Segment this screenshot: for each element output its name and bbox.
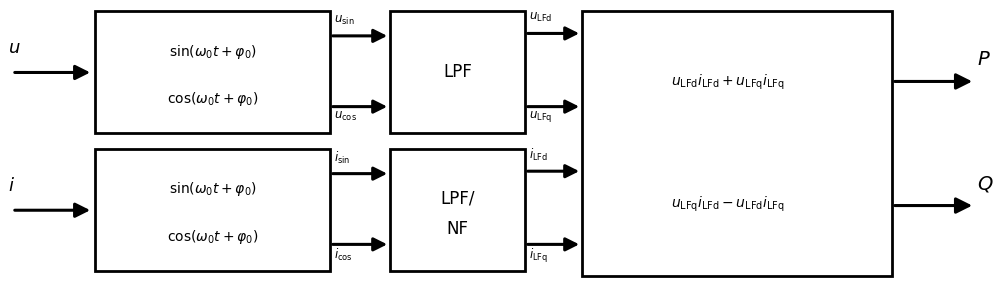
Bar <box>390 149 525 271</box>
Bar <box>390 11 525 133</box>
Text: $i_{\mathrm{cos}}$: $i_{\mathrm{cos}}$ <box>334 247 353 263</box>
Text: $\sin(\omega_0 t+\varphi_0)$: $\sin(\omega_0 t+\varphi_0)$ <box>169 43 256 61</box>
Text: $\cos(\omega_0 t+\varphi_0)$: $\cos(\omega_0 t+\varphi_0)$ <box>167 228 258 246</box>
Text: $u_{\mathrm{LFq}}i_{\mathrm{LFd}}-u_{\mathrm{LFd}}i_{\mathrm{LFq}}$: $u_{\mathrm{LFq}}i_{\mathrm{LFd}}-u_{\ma… <box>671 195 784 214</box>
Text: LPF: LPF <box>443 63 472 82</box>
Text: $u_{\mathrm{LFd}}$: $u_{\mathrm{LFd}}$ <box>529 11 552 24</box>
Bar <box>95 11 330 133</box>
Text: LPF/: LPF/ <box>440 189 475 207</box>
Text: $P$: $P$ <box>977 51 991 69</box>
Text: $i_{\mathrm{LFd}}$: $i_{\mathrm{LFd}}$ <box>529 147 548 164</box>
Text: $\cos(\omega_0 t+\varphi_0)$: $\cos(\omega_0 t+\varphi_0)$ <box>167 90 258 108</box>
Text: $u_{\mathrm{sin}}$: $u_{\mathrm{sin}}$ <box>334 13 355 27</box>
Text: $i_{\mathrm{sin}}$: $i_{\mathrm{sin}}$ <box>334 150 350 166</box>
Bar <box>95 149 330 271</box>
Bar <box>582 11 892 276</box>
Text: $u_{\mathrm{LFd}}i_{\mathrm{LFd}}+u_{\mathrm{LFq}}i_{\mathrm{LFq}}$: $u_{\mathrm{LFd}}i_{\mathrm{LFd}}+u_{\ma… <box>671 73 784 92</box>
Text: $i_{\mathrm{LFq}}$: $i_{\mathrm{LFq}}$ <box>529 247 548 265</box>
Text: $i$: $i$ <box>8 177 15 195</box>
Text: $Q$: $Q$ <box>977 174 994 194</box>
Text: $u$: $u$ <box>8 39 21 57</box>
Text: $u_{\mathrm{LFq}}$: $u_{\mathrm{LFq}}$ <box>529 109 552 125</box>
Text: NF: NF <box>446 220 468 238</box>
Text: $\sin(\omega_0 t+\varphi_0)$: $\sin(\omega_0 t+\varphi_0)$ <box>169 181 256 199</box>
Text: $u_{\mathrm{cos}}$: $u_{\mathrm{cos}}$ <box>334 109 357 123</box>
